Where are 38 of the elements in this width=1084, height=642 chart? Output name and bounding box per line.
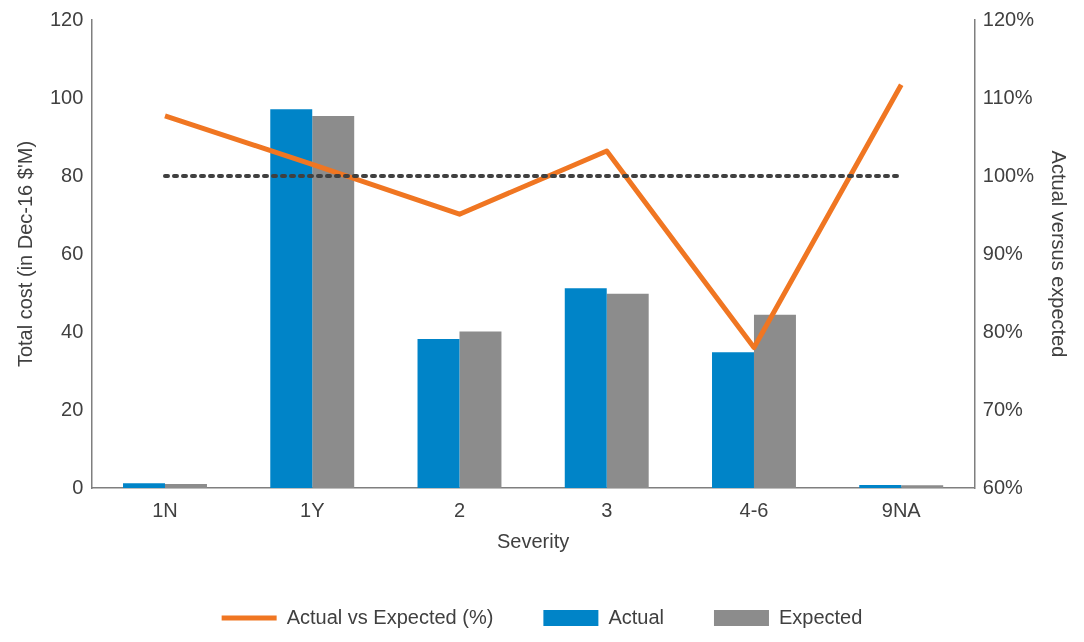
y2-tick-label: 120% — [982, 7, 1035, 30]
y2-tick-label: 60% — [982, 475, 1024, 498]
y-tick-label: 20 — [61, 397, 84, 420]
y2-tick-label: 80% — [982, 319, 1024, 342]
y2-tick-label: 100% — [982, 163, 1035, 186]
x-tick-label: 3 — [601, 498, 613, 521]
x-tick-label: 9NA — [881, 498, 922, 521]
x-tick-label: 2 — [453, 498, 466, 521]
bar — [606, 293, 649, 488]
x-tick-label: 4-6 — [739, 498, 769, 521]
y-tick-label: 60 — [61, 241, 84, 264]
bar — [417, 339, 460, 488]
y-tick-label: 80 — [61, 163, 84, 186]
bar — [753, 314, 796, 488]
legend-label: Actual vs Expected (%) — [286, 605, 494, 628]
y2-tick-label: 110% — [982, 85, 1033, 108]
y-axis-title: Total cost (in Dec-16 $'M) — [13, 140, 36, 368]
y-tick-label: 100 — [49, 85, 84, 108]
bar — [164, 484, 207, 488]
y-tick-label: 120 — [49, 7, 84, 30]
bar — [270, 109, 313, 488]
x-axis-title: Severity — [496, 529, 570, 552]
y2-tick-label: 90% — [982, 241, 1024, 264]
legend-label: Actual — [608, 605, 664, 628]
bar — [459, 331, 502, 488]
bar — [312, 115, 355, 488]
y-tick-label: 0 — [72, 475, 84, 498]
bar — [123, 483, 165, 488]
bar — [564, 288, 607, 488]
bar — [859, 484, 902, 488]
y2-tick-label: 70% — [982, 397, 1024, 420]
x-tick-label: 1N — [152, 498, 178, 521]
y2-axis-title: Actual versus expected — [1048, 150, 1071, 358]
bar — [901, 485, 944, 488]
legend-label: Expected — [778, 605, 863, 628]
y-tick-label: 40 — [61, 319, 84, 342]
bar — [712, 352, 754, 488]
x-tick-label: 1Y — [300, 498, 325, 521]
